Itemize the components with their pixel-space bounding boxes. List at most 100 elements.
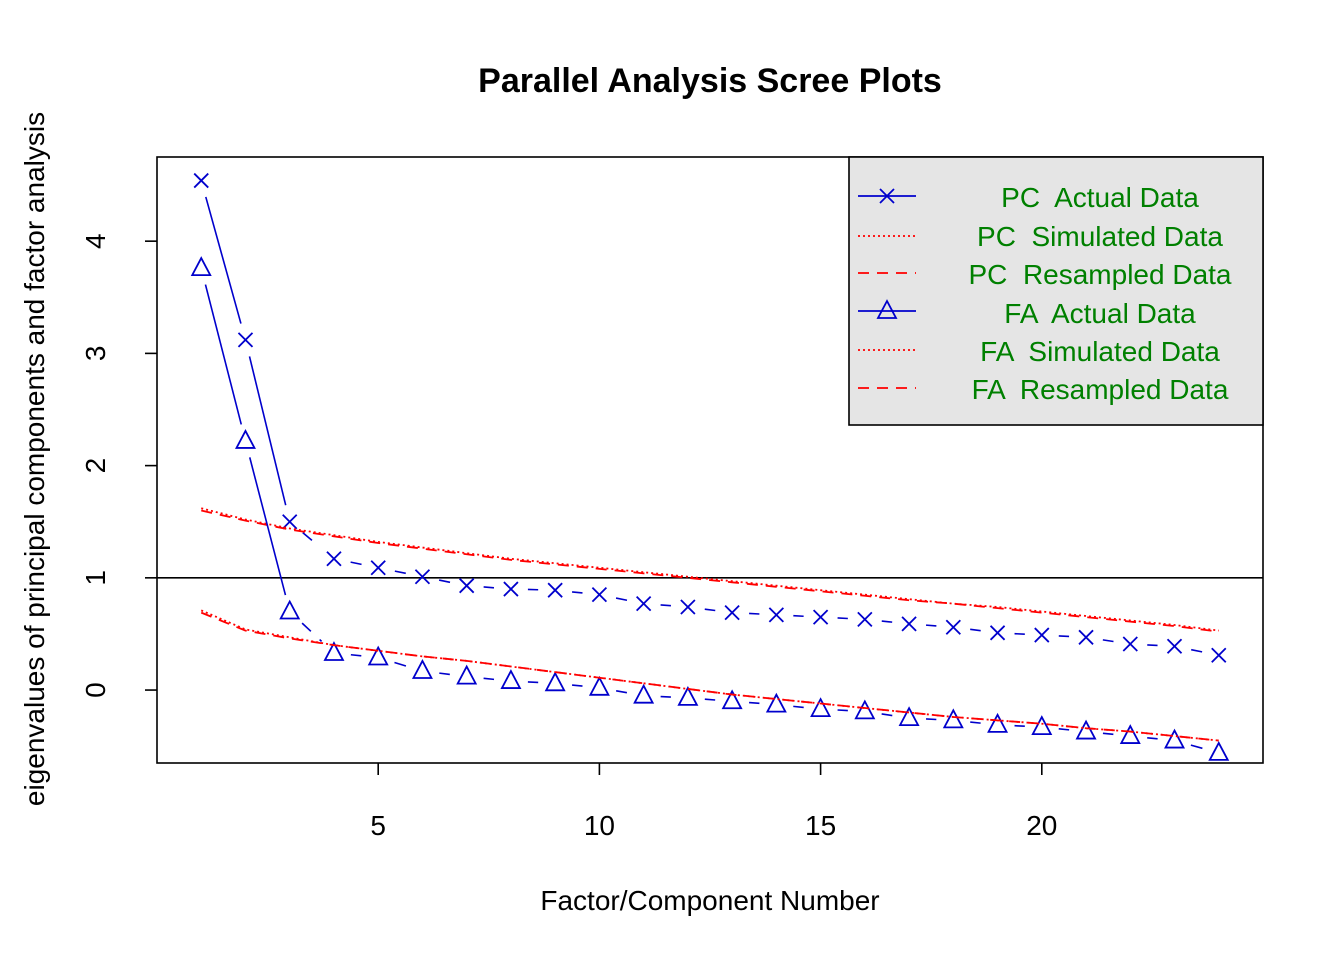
pc-actual-data-point-8 bbox=[503, 581, 519, 597]
pc-actual-data-segment-23 bbox=[1191, 648, 1203, 653]
fa-actual-data-segment-1 bbox=[204, 284, 243, 425]
fa-actual-data-segment-4 bbox=[350, 653, 362, 657]
fa-actual-data-segment-19 bbox=[1014, 724, 1025, 728]
pc-actual-data-point-12 bbox=[680, 599, 696, 615]
pc-actual-data-point-1-stroke-b bbox=[193, 172, 209, 189]
pc-actual-data-point-11-stroke-b bbox=[636, 596, 652, 612]
fa-actual-data-segment-15 bbox=[837, 709, 848, 712]
fa-actual-data-segment-2 bbox=[248, 457, 287, 596]
fa-resampled-data-line bbox=[200, 611, 1219, 742]
series-group bbox=[190, 172, 1230, 761]
fa-actual-data-point-13 bbox=[721, 689, 743, 710]
fa-actual-data-segment-11 bbox=[660, 695, 671, 698]
pc-actual-data-segment-11 bbox=[660, 604, 671, 607]
pc-actual-data-point-6 bbox=[414, 569, 431, 585]
pc-actual-data-segment-9 bbox=[571, 591, 583, 594]
pc-actual-data-point-22-stroke-b bbox=[1122, 636, 1138, 652]
legend-marker-pc-actual-data-stroke-b bbox=[879, 188, 895, 204]
fa-actual-data-point-1 bbox=[190, 256, 212, 277]
fa-actual-data-point-11 bbox=[633, 683, 655, 704]
fa-actual-data-segment-6 bbox=[439, 672, 450, 676]
pc-actual-data-point-14-stroke-b bbox=[768, 607, 784, 623]
pc-actual-data-point-2 bbox=[237, 332, 254, 348]
pc-actual-data-point-19-stroke-b bbox=[989, 625, 1006, 641]
pc-actual-data-segment-22 bbox=[1147, 644, 1158, 647]
legend-entry-pc-simulated: PC Simulated Data bbox=[977, 221, 1223, 252]
chart-title: Parallel Analysis Scree Plots bbox=[478, 62, 942, 100]
pc-actual-data-point-17 bbox=[901, 616, 917, 632]
pc-actual-data-point-18 bbox=[945, 619, 961, 635]
pc-simulated-data-line bbox=[201, 507, 1219, 632]
y-tick-label-1: 1 bbox=[80, 570, 111, 586]
y-tick-label-2: 2 bbox=[80, 458, 111, 474]
y-tick-label-4: 4 bbox=[80, 233, 111, 249]
pc-actual-data-point-2-stroke-b bbox=[237, 332, 254, 348]
fa-actual-data-point-20 bbox=[1031, 715, 1053, 735]
plot-frame bbox=[156, 156, 1264, 764]
fa-actual-data-segment-18 bbox=[970, 721, 981, 724]
fa-actual-data-segment-9 bbox=[571, 684, 583, 687]
pc-actual-data-segment-20 bbox=[1058, 635, 1070, 638]
pc-actual-data-segment-3 bbox=[302, 532, 322, 549]
fa-actual-data-segment-17 bbox=[926, 718, 937, 721]
legend-entry-fa-resampled: FA Resampled Data bbox=[972, 374, 1229, 405]
pc-actual-data-point-16 bbox=[857, 611, 873, 627]
y-axis-label: eigenvalues of principal components and … bbox=[19, 112, 50, 806]
pc-actual-data-point-8-stroke-b bbox=[503, 581, 519, 597]
fa-actual-data-segment-3 bbox=[301, 622, 323, 642]
pc-actual-data-point-4-stroke-b bbox=[326, 551, 342, 567]
fa-actual-data-point-4 bbox=[323, 641, 345, 661]
pc-actual-data-point-17-stroke-b bbox=[901, 616, 917, 632]
pc-actual-data-point-20-stroke-b bbox=[1034, 627, 1050, 643]
fa-actual-data-point-14 bbox=[765, 692, 787, 713]
pc-actual-data-point-5 bbox=[370, 560, 386, 576]
x-tick-label-20: 20 bbox=[1026, 810, 1057, 841]
pc-actual-data-segment-13 bbox=[749, 612, 760, 615]
pc-actual-data-segment-19 bbox=[1014, 632, 1025, 636]
pc-actual-data-point-15-stroke-b bbox=[812, 609, 829, 625]
legend-box bbox=[848, 156, 1264, 426]
pc-actual-data-point-22 bbox=[1122, 636, 1138, 652]
pc-actual-data-point-13-stroke-b bbox=[724, 604, 740, 621]
fa-actual-data-point-16 bbox=[854, 699, 876, 720]
x-tick-label-5: 5 bbox=[370, 810, 386, 841]
pc-actual-data-point-23-stroke-b bbox=[1166, 638, 1183, 654]
fa-actual-data-segment-12 bbox=[704, 698, 716, 701]
fa-actual-data-point-6 bbox=[411, 659, 433, 679]
pc-actual-data-point-11 bbox=[636, 596, 652, 612]
pc-actual-data-point-10 bbox=[591, 587, 608, 603]
pc-actual-data-segment-14 bbox=[793, 614, 804, 618]
pc-actual-data-segment-7 bbox=[483, 586, 495, 589]
fa-actual-data-point-12 bbox=[677, 685, 699, 706]
x-tick-label-15: 15 bbox=[805, 810, 836, 841]
fa-actual-data-point-10 bbox=[588, 675, 610, 696]
pc-actual-data-point-19 bbox=[989, 625, 1006, 641]
fa-actual-data-segment-20 bbox=[1058, 728, 1070, 731]
fa-actual-data-segment-13 bbox=[749, 701, 760, 705]
pc-actual-data-segment-10 bbox=[615, 597, 628, 602]
pc-actual-data-point-13 bbox=[724, 604, 740, 621]
legend-entry-pc-resampled: PC Resampled Data bbox=[968, 259, 1231, 290]
pc-actual-data-segment-18 bbox=[970, 628, 981, 632]
fa-actual-data-segment-8 bbox=[527, 681, 539, 684]
fa-actual-data-point-17 bbox=[898, 706, 920, 727]
pc-actual-data-point-18-stroke-b bbox=[945, 619, 961, 635]
legend-marker-pc-actual-data bbox=[879, 188, 895, 204]
plot-layer bbox=[157, 172, 1263, 761]
pc-actual-data-point-20 bbox=[1034, 627, 1050, 643]
fa-actual-data-segment-16 bbox=[881, 713, 893, 717]
fa-simulated-data-line bbox=[200, 609, 1219, 742]
pc-actual-data-point-9 bbox=[547, 582, 563, 598]
fa-actual-data-point-2 bbox=[234, 428, 256, 449]
pc-actual-data-point-9-stroke-b bbox=[547, 582, 563, 598]
fa-actual-data-point-5 bbox=[367, 645, 389, 666]
x-tick-label-10: 10 bbox=[584, 810, 615, 841]
pc-actual-data-point-10-stroke-b bbox=[591, 587, 608, 603]
y-tick-label-0: 0 bbox=[80, 682, 111, 698]
legend-entry-fa-simulated: FA Simulated Data bbox=[980, 336, 1220, 367]
pc-actual-data-segment-5 bbox=[394, 570, 406, 575]
pc-actual-data-segment-1 bbox=[205, 196, 242, 324]
fa-actual-data-segment-5 bbox=[394, 661, 407, 667]
